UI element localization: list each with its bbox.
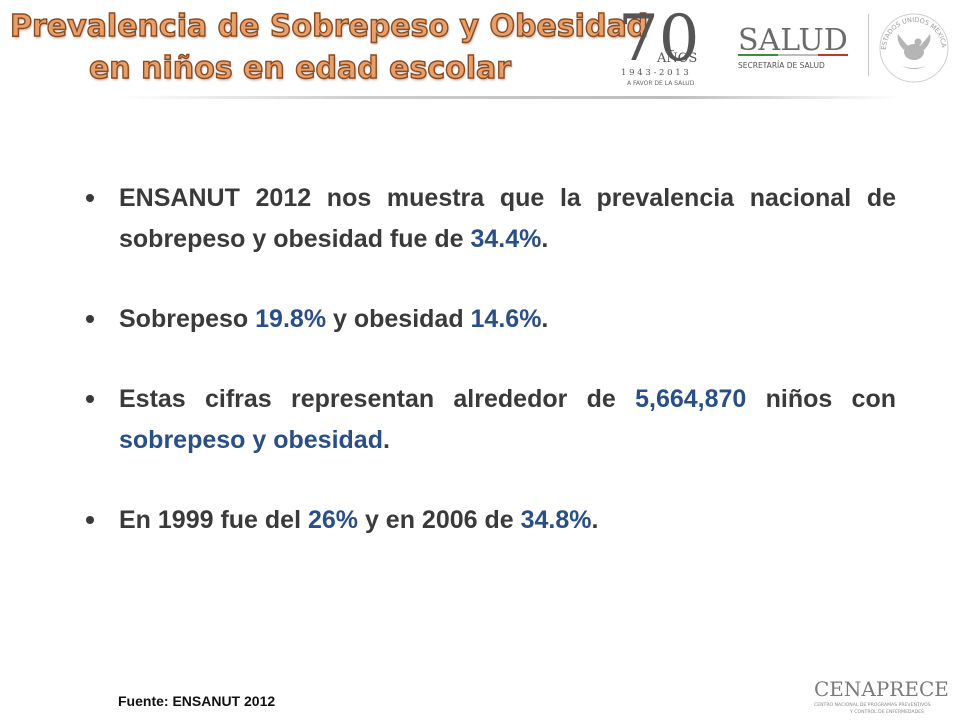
salud-subtitle: SECRETARÍA DE SALUD [738, 61, 825, 70]
bullet-icon [86, 516, 94, 524]
seal-outer-ring [879, 13, 949, 83]
salud-green-stripe [738, 54, 778, 56]
header-divider [120, 96, 900, 99]
bullet-text: niños con [746, 385, 896, 413]
bullet-icon [86, 194, 94, 202]
salud-white-stripe [778, 54, 818, 56]
bullet-text: Estas cifras representan alrededor de [119, 385, 636, 413]
bullet-item: Estas cifras representan alrededor de 5,… [86, 379, 896, 461]
anniversary-years: 1 9 4 3 - 2 0 1 3 [621, 68, 689, 78]
bullet-item: Sobrepeso 19.8% y obesidad 14.6%. [86, 299, 896, 340]
salud-red-stripe [818, 54, 848, 56]
title-line-1: Prevalencia de Sobrepeso y Obesidad [9, 8, 649, 44]
anniversary-number: 70 [618, 2, 699, 76]
bullet-text: . [591, 506, 599, 534]
eagle-icon [897, 34, 931, 69]
logo-divider [868, 14, 869, 76]
title-line-2: en niños en edad escolar [88, 50, 512, 86]
highlight-value: 34.4% [470, 225, 542, 253]
bullet-text: Sobrepeso [119, 305, 256, 333]
cenaprece-logo: CENAPRECE CENTRO NACIONAL DE PROGRAMAS P… [814, 677, 949, 715]
source-citation: Fuente: ENSANUT 2012 [118, 693, 276, 709]
bullet-item: En 1999 fue del 26% y en 2006 de 34.8%. [86, 500, 896, 541]
bullet-text: ENSANUT 2012 nos muestra que la prevalen… [119, 184, 896, 253]
highlight-value: 26% [307, 506, 359, 534]
slide-title: Prevalencia de Sobrepeso y Obesidad en n… [9, 6, 649, 90]
cenaprece-name: CENAPRECE [814, 677, 949, 701]
bullet-text: y obesidad [326, 305, 471, 333]
bullet-text: . [541, 305, 549, 333]
highlight-value: sobrepeso y obesidad [119, 426, 383, 454]
coat-of-arms-seal: ESTADOS UNIDOS MEXICANOS [874, 6, 949, 83]
anniversary-70-logo: 70 AÑOS 1 9 4 3 - 2 0 1 3 A FAVOR DE LA … [618, 2, 699, 87]
anniversary-tagline: A FAVOR DE LA SALUD [627, 80, 695, 87]
bullet-text: y en 2006 de [358, 506, 521, 534]
highlight-value: 34.8% [520, 506, 592, 534]
cenaprece-line-2: Y CONTROL DE ENFERMEDADES [849, 709, 924, 715]
highlight-value: 19.8% [255, 305, 327, 333]
bullet-icon [86, 395, 94, 403]
salud-name: SALUD [738, 23, 848, 58]
seal-text: ESTADOS UNIDOS MEXICANOS [874, 6, 948, 50]
bullet-text: En 1999 fue del [119, 506, 308, 534]
bullet-text: . [541, 225, 549, 253]
cenaprece-line-1: CENTRO NACIONAL DE PROGRAMAS PREVENTIVOS [814, 702, 931, 708]
highlight-value: 5,664,870 [635, 385, 747, 413]
bullet-icon [86, 315, 94, 323]
anniversary-word: AÑOS [656, 50, 697, 66]
highlight-value: 14.6% [470, 305, 542, 333]
salud-logo: SALUD SECRETARÍA DE SALUD [738, 23, 848, 70]
bullet-item: ENSANUT 2012 nos muestra que la prevalen… [86, 178, 896, 260]
bullet-text: . [382, 426, 390, 454]
bullet-list: ENSANUT 2012 nos muestra que la prevalen… [86, 178, 896, 580]
